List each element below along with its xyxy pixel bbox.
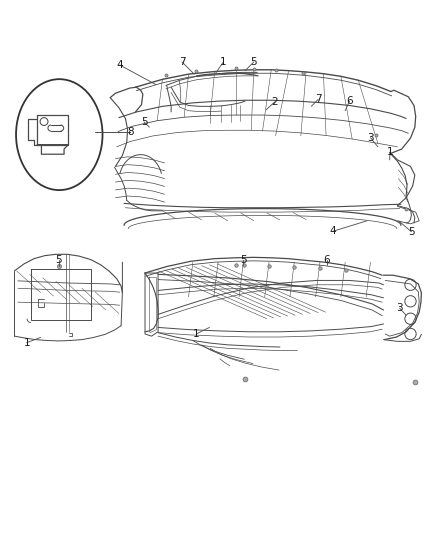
Text: 5: 5 <box>56 255 62 265</box>
Text: 5: 5 <box>251 57 257 67</box>
Text: 2: 2 <box>272 97 278 107</box>
Text: 5: 5 <box>141 117 148 127</box>
Text: 3: 3 <box>396 303 403 313</box>
Text: 5: 5 <box>408 227 415 237</box>
Text: 7: 7 <box>315 94 321 104</box>
Text: 1: 1 <box>220 57 226 67</box>
Text: 3: 3 <box>367 133 374 143</box>
Text: 4: 4 <box>117 60 123 70</box>
Text: 5: 5 <box>240 255 247 264</box>
Text: 4: 4 <box>330 226 336 236</box>
Text: 1: 1 <box>387 147 393 157</box>
Text: 6: 6 <box>324 255 330 264</box>
Text: 1: 1 <box>193 329 200 339</box>
Text: 8: 8 <box>127 127 134 138</box>
Text: 6: 6 <box>346 96 353 106</box>
Text: 1: 1 <box>23 338 30 348</box>
Text: 7: 7 <box>179 57 185 67</box>
